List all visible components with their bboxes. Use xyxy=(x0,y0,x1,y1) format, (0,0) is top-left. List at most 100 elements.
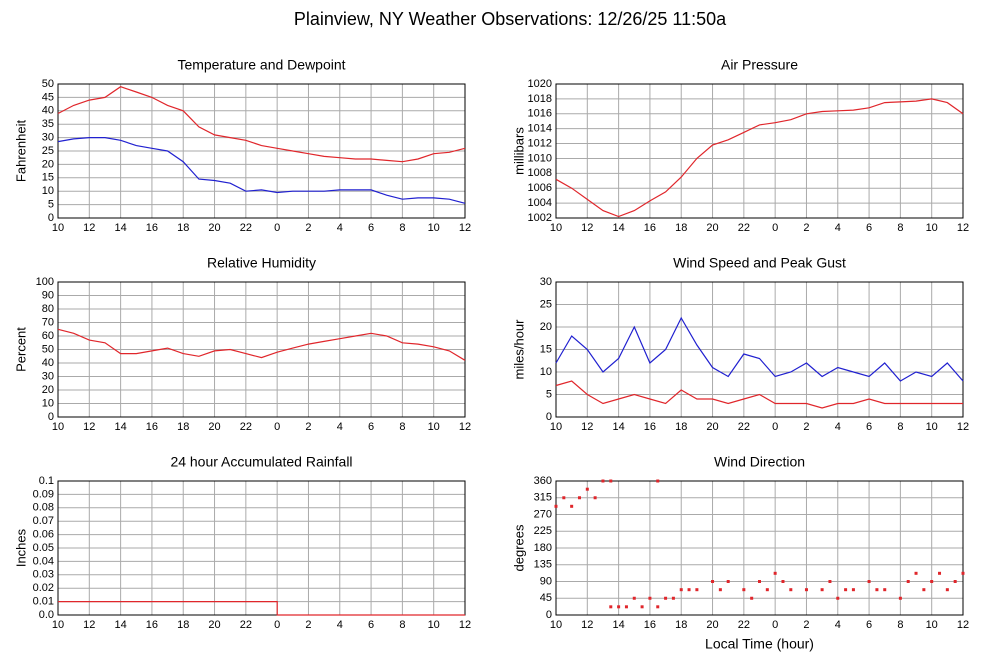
x-tick-label: 14 xyxy=(612,421,624,433)
x-tick-label: 0 xyxy=(772,222,778,234)
y-tick-label: 5 xyxy=(546,388,552,400)
y-tick-label: 20 xyxy=(42,384,54,396)
x-tick-label: 12 xyxy=(459,619,471,631)
y-tick-label: 0.0 xyxy=(39,609,54,621)
x-tick-label: 12 xyxy=(459,421,471,433)
x-tick-label: 4 xyxy=(835,421,841,433)
x-tick-label: 2 xyxy=(305,421,311,433)
data-point xyxy=(953,580,957,583)
x-tick-label: 4 xyxy=(337,619,343,631)
y-tick-label: 30 xyxy=(42,370,54,382)
x-tick-label: 10 xyxy=(926,421,938,433)
data-point xyxy=(773,571,777,575)
y-tick-label: 90 xyxy=(540,575,552,587)
data-point xyxy=(632,596,636,600)
y-tick-label: 1008 xyxy=(528,167,552,179)
chart-title: 24 hour Accumulated Rainfall xyxy=(170,454,352,470)
data-point xyxy=(820,588,824,592)
data-line xyxy=(555,380,963,409)
data-point xyxy=(656,605,660,609)
y-tick-label: 20 xyxy=(540,321,552,333)
x-tick-label: 22 xyxy=(738,222,750,234)
data-point xyxy=(789,588,793,592)
x-tick-label: 0 xyxy=(274,421,280,433)
y-tick-label: 15 xyxy=(42,172,54,184)
data-point xyxy=(687,588,691,592)
chart-title: Air Pressure xyxy=(721,57,798,73)
data-point xyxy=(554,504,558,508)
x-tick-label: 22 xyxy=(240,421,252,433)
y-tick-label: 20 xyxy=(42,158,54,170)
x-tick-label: 16 xyxy=(146,222,158,234)
x-tick-label: 8 xyxy=(897,222,903,234)
x-tick-label: 18 xyxy=(675,619,687,631)
y-tick-label: 25 xyxy=(540,298,552,310)
y-axis-label: miles/hour xyxy=(511,319,526,380)
plot-frame xyxy=(555,281,964,418)
x-tick-label: 2 xyxy=(803,222,809,234)
y-tick-label: 0.09 xyxy=(33,488,54,500)
x-tick-label: 14 xyxy=(114,421,126,433)
x-tick-label: 10 xyxy=(428,619,440,631)
data-point xyxy=(875,588,879,592)
y-axis-label: Fahrenheit xyxy=(13,120,28,183)
data-point xyxy=(867,580,871,583)
data-line xyxy=(555,316,964,382)
data-point xyxy=(781,580,785,583)
y-tick-label: 45 xyxy=(42,91,54,103)
x-tick-label: 12 xyxy=(581,421,593,433)
y-tick-label: 70 xyxy=(42,316,54,328)
y-tick-label: 1002 xyxy=(528,212,552,224)
x-axis-label: Local Time (hour) xyxy=(705,636,814,652)
y-tick-label: 0 xyxy=(48,212,54,224)
x-tick-label: 10 xyxy=(550,619,562,631)
y-tick-label: 1020 xyxy=(528,78,552,90)
plot-frame xyxy=(57,83,466,219)
x-tick-label: 0 xyxy=(274,222,280,234)
x-tick-label: 8 xyxy=(399,222,405,234)
x-tick-label: 12 xyxy=(83,421,95,433)
x-tick-label: 22 xyxy=(240,619,252,631)
data-line xyxy=(57,328,466,361)
x-tick-label: 2 xyxy=(803,619,809,631)
y-tick-label: 10 xyxy=(540,366,552,378)
data-point xyxy=(883,588,887,592)
x-tick-label: 18 xyxy=(675,222,687,234)
x-tick-label: 12 xyxy=(459,222,471,234)
y-tick-label: 0.04 xyxy=(33,555,54,567)
x-tick-label: 22 xyxy=(738,619,750,631)
x-tick-label: 12 xyxy=(957,421,969,433)
plot-frame xyxy=(57,480,466,616)
chart-title: Temperature and Dewpoint xyxy=(177,57,345,73)
x-tick-label: 16 xyxy=(644,222,656,234)
y-tick-label: 30 xyxy=(42,132,54,144)
data-point xyxy=(609,605,613,609)
data-point xyxy=(922,588,926,592)
x-tick-label: 10 xyxy=(550,222,562,234)
y-tick-label: 40 xyxy=(42,357,54,369)
x-tick-label: 10 xyxy=(926,222,938,234)
x-tick-label: 6 xyxy=(368,222,374,234)
x-tick-label: 12 xyxy=(83,619,95,631)
y-tick-label: 45 xyxy=(540,592,552,604)
data-point xyxy=(758,580,761,583)
y-tick-label: 315 xyxy=(534,492,552,504)
y-tick-label: 1004 xyxy=(528,197,552,209)
data-point xyxy=(750,596,754,600)
data-point xyxy=(711,580,715,583)
x-tick-label: 14 xyxy=(612,619,624,631)
x-tick-label: 18 xyxy=(177,619,189,631)
data-point xyxy=(844,588,848,592)
data-line xyxy=(58,601,465,616)
data-point xyxy=(577,496,581,500)
x-tick-label: 16 xyxy=(644,421,656,433)
page-title: Plainview, NY Weather Observations: 12/2… xyxy=(294,9,727,29)
x-tick-label: 10 xyxy=(926,619,938,631)
data-point xyxy=(906,580,910,583)
x-tick-label: 8 xyxy=(399,421,405,433)
y-tick-label: 0 xyxy=(546,411,552,423)
y-tick-label: 1016 xyxy=(528,108,552,120)
data-point xyxy=(656,479,660,483)
x-tick-label: 10 xyxy=(550,421,562,433)
data-point xyxy=(828,580,832,583)
